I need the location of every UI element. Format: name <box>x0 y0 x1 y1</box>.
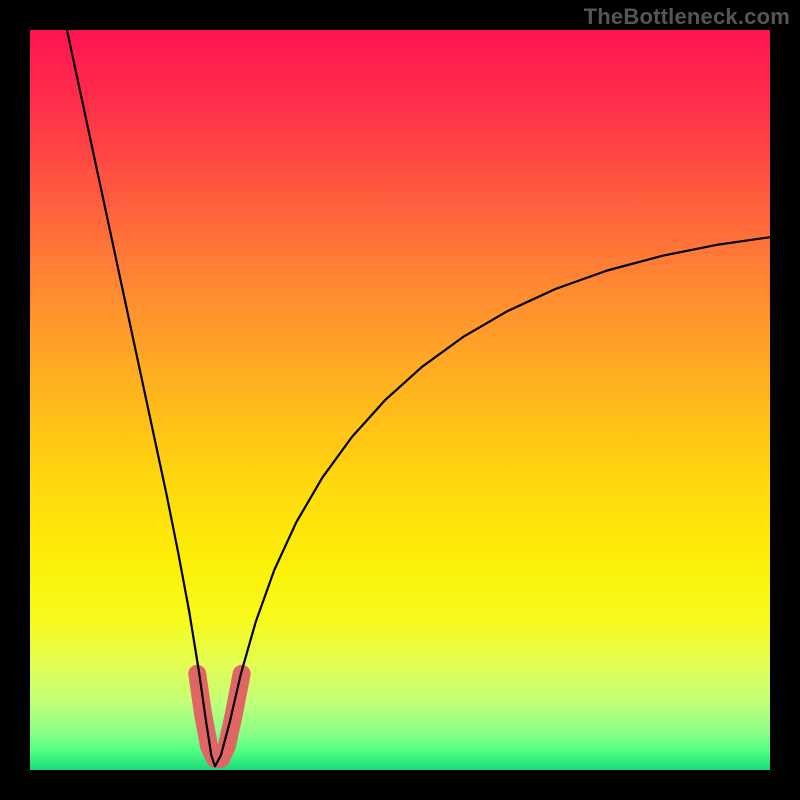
watermark-text: TheBottleneck.com <box>584 4 790 30</box>
chart-container: TheBottleneck.com <box>0 0 800 800</box>
bottleneck-curve-chart <box>0 0 800 800</box>
plot-background <box>30 30 770 770</box>
